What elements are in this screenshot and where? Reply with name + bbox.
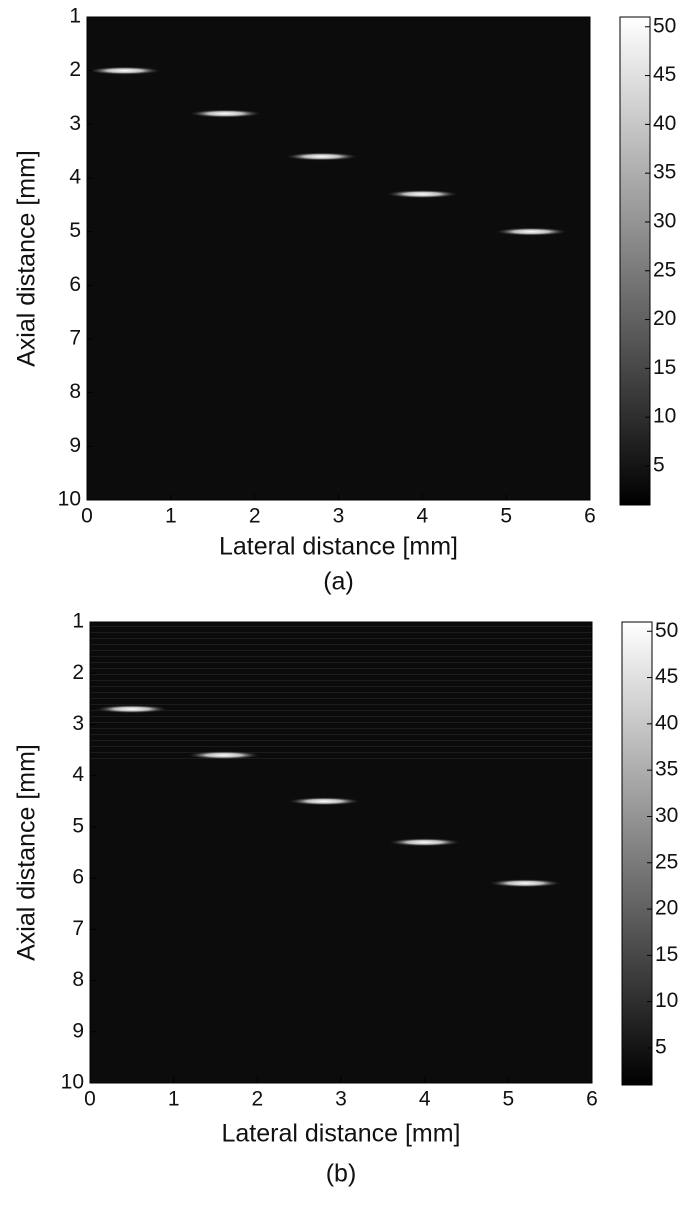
- colorbar-tick-label: 45: [653, 63, 676, 86]
- x-tick-label: 6: [586, 1088, 598, 1111]
- colorbar-tick-label: 30: [653, 210, 676, 233]
- y-tick-label: 5: [72, 814, 84, 837]
- x-tick-label: 5: [500, 505, 512, 528]
- colorbar-tick-label: 10: [655, 989, 678, 1012]
- y-tick-label: 9: [72, 1019, 84, 1042]
- point-target: [189, 109, 262, 118]
- x-tick-label: 2: [251, 1088, 263, 1111]
- panel-caption: (a): [323, 568, 354, 596]
- x-axis-label: Lateral distance [mm]: [222, 1120, 461, 1148]
- colorbar-tick-label: 50: [653, 14, 676, 37]
- colorbar-tick-label: 45: [655, 665, 678, 688]
- x-tick-label: 1: [165, 505, 177, 528]
- colorbar-tick-label: 5: [653, 454, 665, 477]
- y-tick-label: 5: [69, 219, 81, 242]
- panel-caption: (b): [326, 1160, 357, 1188]
- y-tick-label: 4: [69, 166, 81, 189]
- colorbar-tick-label: 35: [655, 758, 678, 781]
- colorbar-tick-label: 15: [655, 943, 678, 966]
- y-tick-label: 8: [72, 968, 84, 991]
- y-tick-label: 1: [69, 5, 81, 28]
- colorbar-tick-label: 40: [655, 711, 678, 734]
- colorbar-tick-label: 35: [653, 161, 676, 184]
- colorbar-tick-label: 30: [655, 804, 678, 827]
- y-tick-label: 6: [69, 273, 81, 296]
- colorbar-tick-label: 50: [655, 619, 678, 642]
- x-tick-label: 4: [419, 1088, 431, 1111]
- colorbar-tick-label: 20: [655, 897, 678, 920]
- y-tick-label: 2: [69, 58, 81, 81]
- colorbar-tick-label: 40: [653, 112, 676, 135]
- y-tick-label: 8: [69, 380, 81, 403]
- point-target: [388, 838, 461, 847]
- x-tick-label: 0: [84, 1088, 96, 1111]
- x-tick-label: 6: [584, 505, 596, 528]
- colorbar-tick-label: 25: [655, 850, 678, 873]
- y-tick-label: 10: [58, 488, 81, 511]
- y-tick-label: 2: [72, 661, 84, 684]
- colorbar-tick-label: 25: [653, 258, 676, 281]
- y-tick-label: 10: [61, 1071, 84, 1094]
- point-target: [88, 66, 161, 75]
- y-tick-label: 6: [72, 866, 84, 889]
- point-target: [386, 190, 459, 199]
- point-target: [495, 227, 568, 236]
- colorbar: [619, 16, 651, 506]
- y-tick-label: 4: [72, 763, 84, 786]
- x-tick-label: 3: [333, 505, 345, 528]
- colorbar-tick-label: 5: [655, 1036, 667, 1059]
- image-background: [87, 17, 590, 500]
- y-tick-label: 3: [69, 112, 81, 135]
- point-target: [285, 152, 358, 161]
- point-target: [187, 751, 260, 760]
- y-axis-label: Axial distance [mm]: [13, 150, 41, 367]
- x-tick-label: 5: [502, 1088, 514, 1111]
- clutter-band: [90, 622, 592, 761]
- colorbar: [621, 621, 653, 1086]
- point-target: [288, 797, 361, 806]
- y-tick-label: 3: [72, 712, 84, 735]
- x-tick-label: 1: [168, 1088, 180, 1111]
- y-tick-label: 7: [69, 327, 81, 350]
- colorbar-tick-label: 20: [653, 307, 676, 330]
- x-tick-label: 3: [335, 1088, 347, 1111]
- y-tick-label: 9: [69, 434, 81, 457]
- x-tick-label: 0: [81, 505, 93, 528]
- x-tick-label: 4: [416, 505, 428, 528]
- point-target: [95, 705, 168, 714]
- y-axis-label: Axial distance [mm]: [13, 744, 41, 961]
- colorbar-tick-label: 10: [653, 405, 676, 428]
- y-tick-label: 7: [72, 917, 84, 940]
- y-tick-label: 1: [72, 610, 84, 633]
- point-target: [489, 879, 562, 888]
- x-tick-label: 2: [249, 505, 261, 528]
- colorbar-tick-label: 15: [653, 356, 676, 379]
- x-axis-label: Lateral distance [mm]: [219, 533, 458, 561]
